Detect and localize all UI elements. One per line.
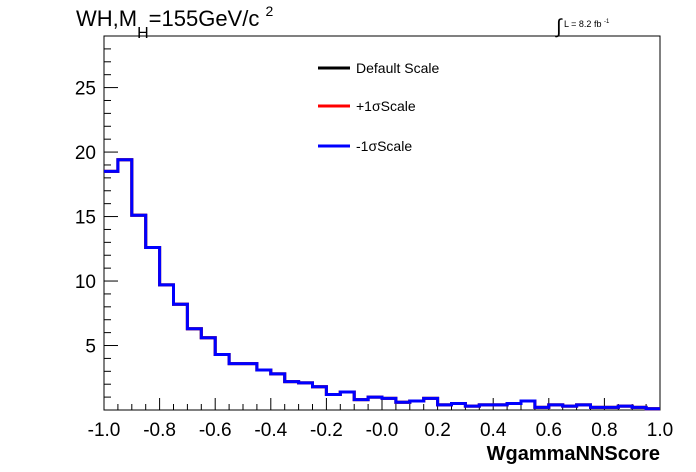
y-tick-label: 25 bbox=[75, 79, 96, 100]
x-tick-label: -0.6 bbox=[199, 420, 232, 441]
title-superscript: 2 bbox=[265, 3, 274, 19]
x-tick-label: 0.2 bbox=[424, 420, 450, 441]
legend-label: +1σScale bbox=[356, 98, 416, 114]
integral-symbol: ∫ bbox=[556, 16, 562, 38]
x-tick-label: -0.4 bbox=[254, 420, 287, 441]
chart-title: WH,MH=155GeV/c 2 bbox=[76, 3, 274, 42]
plot-frame bbox=[103, 35, 661, 411]
x-tick-label: 0.4 bbox=[480, 420, 507, 441]
x-tick-label: 0.6 bbox=[536, 420, 562, 441]
luminosity-text: L = 8.2 fb bbox=[564, 19, 602, 29]
title-prefix: WH,M bbox=[76, 6, 138, 31]
x-tick-label: -0.8 bbox=[143, 420, 176, 441]
luminosity-label: ∫ L = 8.2 fb -1 bbox=[556, 10, 610, 38]
x-tick-label: 0.8 bbox=[591, 420, 617, 441]
y-tick-label: 15 bbox=[75, 208, 96, 229]
y-tick-label: 20 bbox=[75, 143, 96, 164]
luminosity-superscript: -1 bbox=[603, 19, 610, 25]
x-tick-label: -0.0 bbox=[366, 420, 399, 441]
series-line-2 bbox=[104, 158, 660, 411]
series-line-1 bbox=[104, 158, 660, 411]
x-axis-label: WgammaNNScore bbox=[487, 443, 660, 465]
y-tick-label: 10 bbox=[75, 272, 96, 293]
series-line-0 bbox=[104, 158, 660, 411]
title-subscript: H bbox=[137, 25, 149, 42]
x-tick-label: 1.0 bbox=[647, 420, 673, 441]
x-tick-label: -0.2 bbox=[310, 420, 343, 441]
title-value: =155GeV/c bbox=[148, 6, 260, 31]
legend-label: Default Scale bbox=[356, 60, 439, 76]
legend-label: -1σScale bbox=[356, 138, 412, 154]
x-tick-label: -1.0 bbox=[88, 420, 121, 441]
y-tick-label: 5 bbox=[85, 337, 96, 358]
